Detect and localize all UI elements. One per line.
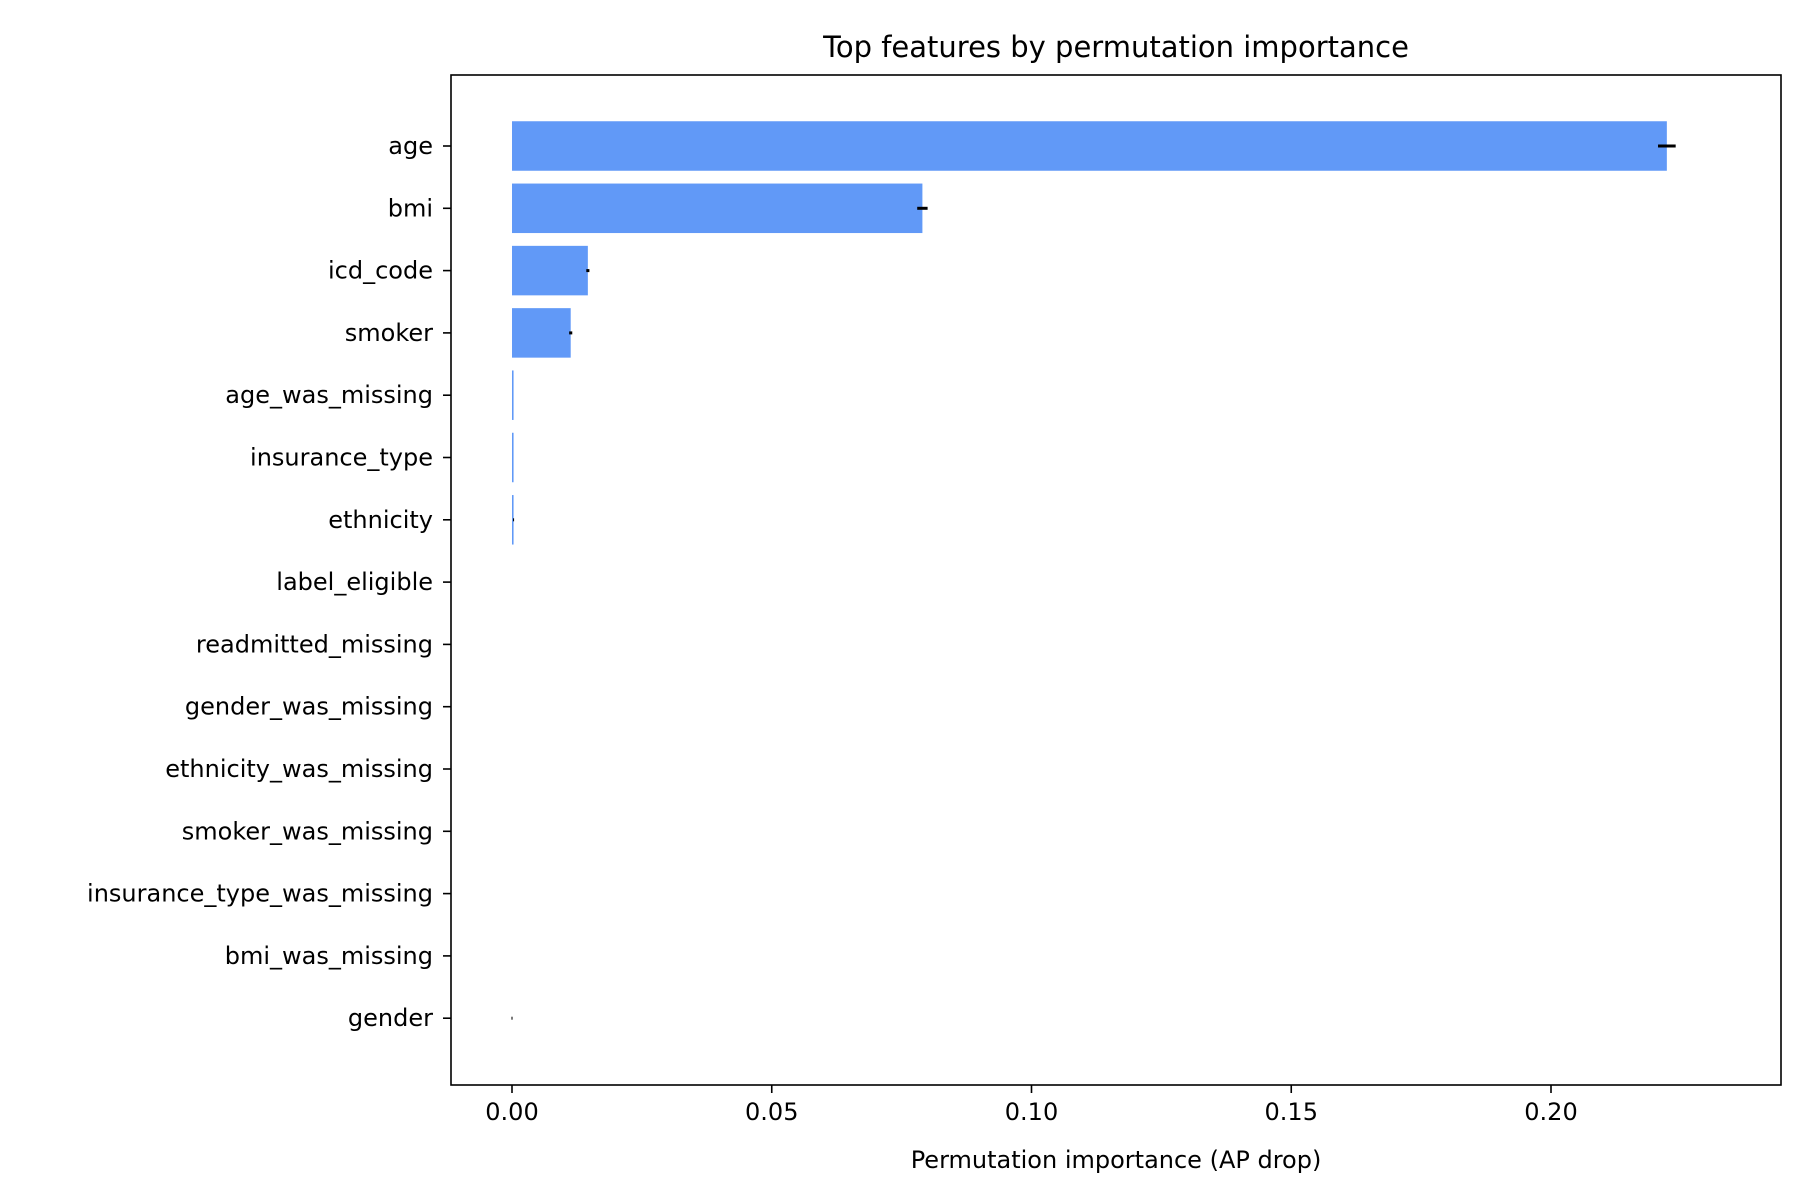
y-tick-label-insurance-type-was-missing: insurance_type_was_missing bbox=[87, 880, 433, 908]
y-tick-label-ethnicity: ethnicity bbox=[328, 506, 433, 534]
y-tick-label-smoker-was-missing: smoker_was_missing bbox=[182, 817, 433, 845]
y-tick-label-bmi-was-missing: bmi_was_missing bbox=[225, 942, 433, 970]
x-tick-label: 0.15 bbox=[1265, 1098, 1318, 1126]
bar-insurance-type bbox=[512, 432, 514, 483]
y-tick-label-gender: gender bbox=[348, 1004, 433, 1032]
x-axis-label: Permutation importance (AP drop) bbox=[911, 1146, 1322, 1174]
x-tick-label: 0.00 bbox=[485, 1098, 538, 1126]
x-tick-label: 0.10 bbox=[1005, 1098, 1058, 1126]
y-tick-label-smoker: smoker bbox=[345, 319, 433, 347]
bars-group bbox=[512, 121, 1667, 545]
bar-age bbox=[512, 121, 1667, 171]
y-tick-label-bmi: bmi bbox=[388, 194, 433, 222]
x-tick-label: 0.20 bbox=[1524, 1098, 1577, 1126]
chart-title: Top features by permutation importance bbox=[822, 30, 1409, 64]
plot-frame bbox=[450, 74, 1782, 1086]
bar-smoker bbox=[512, 308, 571, 358]
bar-bmi bbox=[512, 183, 923, 234]
x-axis: 0.00 0.05 0.10 0.15 0.20 bbox=[485, 1085, 1578, 1126]
y-tick-label-readmitted-missing: readmitted_missing bbox=[196, 630, 433, 658]
bar-icd-code bbox=[512, 245, 588, 296]
x-tick-label: 0.05 bbox=[745, 1098, 798, 1126]
y-tick-label-label-eligible: label_eligible bbox=[276, 568, 433, 596]
y-tick-label-age-was-missing: age_was_missing bbox=[225, 381, 433, 409]
y-tick-label-age: age bbox=[388, 132, 433, 160]
error-bars-group bbox=[511, 144, 1676, 1020]
y-tick-label-icd-code: icd_code bbox=[328, 257, 433, 285]
y-tick-label-insurance-type: insurance_type bbox=[250, 444, 433, 472]
y-tick-label-gender-was-missing: gender_was_missing bbox=[185, 693, 433, 721]
y-tick-label-ethnicity-was-missing: ethnicity_was_missing bbox=[165, 755, 433, 783]
bar-age-was-missing bbox=[512, 370, 514, 420]
bar-ethnicity bbox=[512, 495, 514, 545]
